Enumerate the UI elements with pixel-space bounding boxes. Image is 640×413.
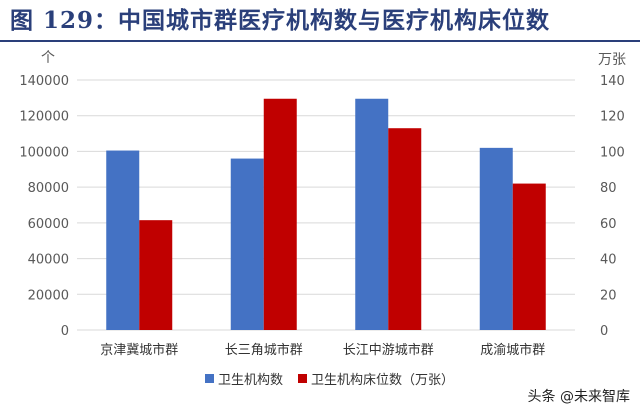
figure-title: 图 129：中国城市群医疗机构数与医疗机构床位数 [10,7,551,34]
y-right-tick-label: 0 [600,324,608,339]
bar-beds [139,220,173,330]
legend-label: 卫生机构床位数（万张） [311,373,454,388]
bar-institutions [230,158,264,330]
bar-beds [512,183,546,330]
bar-institutions [479,147,513,330]
bar-beds [263,98,297,330]
x-category-label: 长三角城市群 [225,342,303,358]
x-category-label: 成渝城市群 [480,342,545,358]
x-category-label: 京津冀城市群 [100,342,178,358]
y-left-tick-label: 140000 [19,74,69,89]
y-left-tick-label: 20000 [28,288,69,303]
y-left-unit-label: 个 [41,50,55,66]
y-right-tick-label: 140 [600,74,625,89]
bar-institutions [355,98,389,330]
y-left-tick-label: 120000 [19,110,69,125]
legend-label: 卫生机构数 [218,373,283,388]
bar-beds [388,128,422,330]
legend-swatch [205,374,214,383]
legend-swatch [298,374,307,383]
watermark: 头条 @未来智库 [527,389,630,405]
y-left-tick-label: 40000 [28,253,69,268]
y-left-tick-label: 80000 [28,181,69,196]
x-category-label: 长江中游城市群 [343,342,434,358]
y-right-tick-label: 80 [600,181,617,196]
y-right-tick-label: 120 [600,110,625,125]
y-right-tick-label: 40 [600,253,617,268]
y-left-tick-label: 60000 [28,217,69,232]
y-right-tick-label: 100 [600,145,625,160]
y-right-unit-label: 万张 [598,52,626,68]
y-right-tick-label: 20 [600,288,617,303]
title-rule [0,40,640,42]
y-left-tick-label: 100000 [19,145,69,160]
y-left-tick-label: 0 [61,324,69,339]
y-right-tick-label: 60 [600,217,617,232]
bar-institutions [106,150,140,330]
